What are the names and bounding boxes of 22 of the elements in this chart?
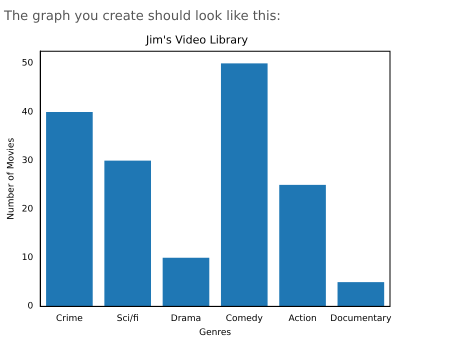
x-axis-title: Genres [199, 328, 232, 338]
y-axis-title: Number of Movies [6, 138, 17, 220]
bar [162, 258, 210, 306]
bar [220, 63, 268, 306]
y-tick-label: 20 [22, 204, 34, 215]
x-tick-label: Documentary [330, 314, 392, 324]
x-tick-label: Drama [170, 314, 202, 324]
bar [338, 282, 384, 306]
bar [279, 184, 326, 306]
y-tick-label: 30 [22, 156, 34, 166]
y-tick-label: 0 [28, 302, 34, 312]
bar [46, 112, 93, 306]
x-tick-label: Action [288, 314, 317, 324]
text: The graph you create should look like this: [4, 9, 281, 24]
y-tick-label: 40 [22, 107, 34, 118]
bar [104, 160, 152, 306]
x-tick-label: Comedy [226, 314, 264, 324]
chart-title: Jim's Video Library [144, 33, 249, 46]
x-tick-label: Crime [56, 314, 84, 324]
x-tick-label: Sci/fi [116, 314, 139, 324]
y-tick-label: 10 [22, 253, 34, 264]
y-tick-label: 50 [22, 58, 34, 69]
